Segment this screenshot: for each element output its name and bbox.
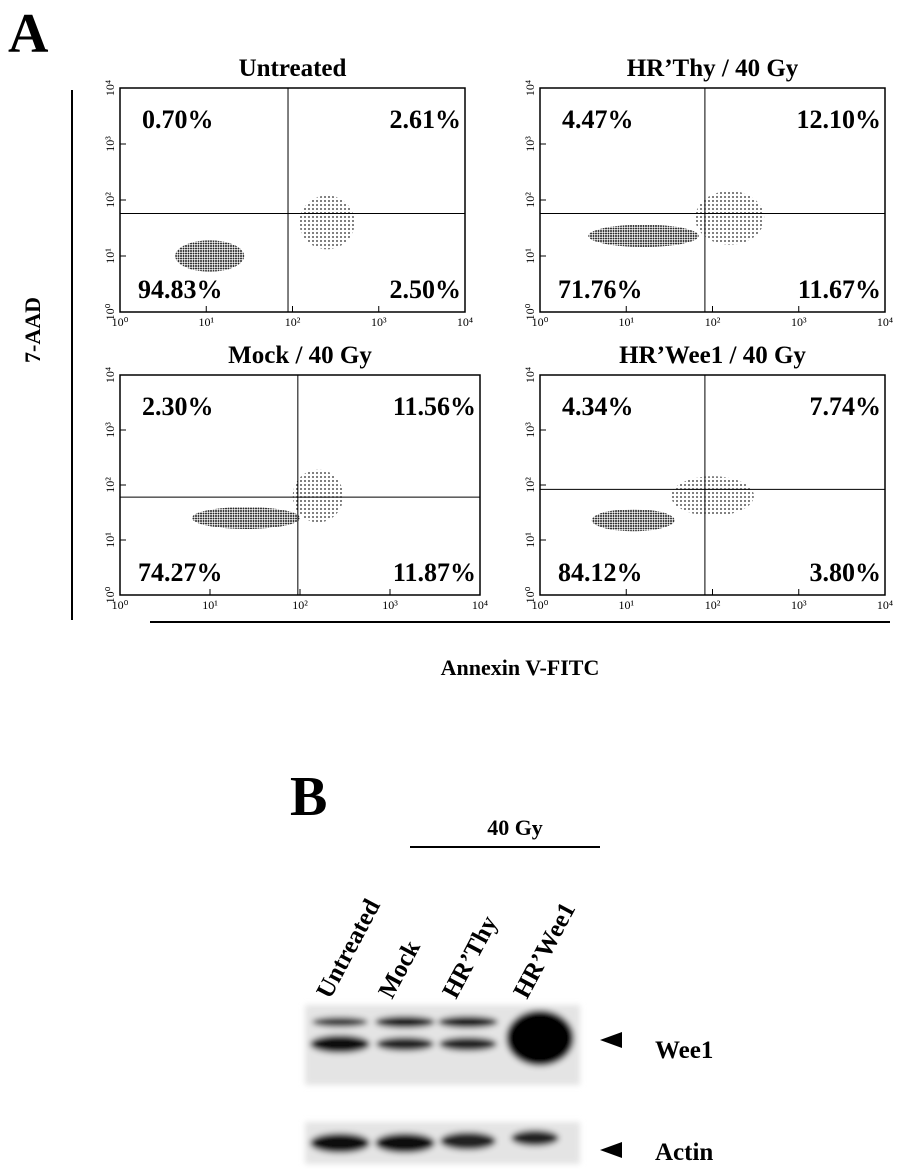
quadrant-percent: 2.50% (390, 275, 462, 304)
blot (305, 1005, 580, 1164)
y-tick-label: 10⁴ (103, 367, 117, 383)
dose-label: 40 Gy (487, 815, 543, 840)
y-tick-label: 10³ (103, 422, 117, 438)
quadrant-percent: 84.12% (558, 558, 643, 587)
y-tick-label: 10² (523, 477, 537, 493)
x-tick-label: 10¹ (202, 598, 218, 612)
lane-label: HR’Thy (437, 911, 503, 1003)
y-tick-label: 10³ (523, 136, 537, 152)
panel-label: B (290, 766, 327, 828)
panel-label: A (8, 3, 49, 65)
quadrant-percent: 12.10% (797, 105, 882, 134)
event-cloud (695, 191, 764, 245)
x-tick-label: 10³ (791, 598, 807, 612)
quadrant-percent: 7.74% (810, 392, 882, 421)
x-tick-label: 10² (705, 315, 721, 329)
quadrant-percent: 94.83% (138, 275, 223, 304)
y-tick-label: 10¹ (103, 248, 117, 264)
y-tick-label: 10² (103, 192, 117, 208)
y-tick-label: 10⁰ (103, 303, 117, 320)
x-tick-label: 10² (705, 598, 721, 612)
quadrant-percent: 2.30% (142, 392, 214, 421)
plot-title: HR’Thy / 40 Gy (627, 55, 799, 82)
event-cloud (175, 240, 244, 271)
y-tick-label: 10² (103, 477, 117, 493)
y-tick-label: 10⁰ (523, 303, 537, 320)
quadrant-percent: 11.56% (393, 392, 476, 421)
y-tick-label: 10⁰ (103, 586, 117, 603)
y-tick-label: 10¹ (523, 532, 537, 548)
arrow (600, 1142, 622, 1158)
x-tick-label: 10¹ (198, 315, 214, 329)
y-axis-label: 7-AAD (20, 297, 45, 363)
y-tick-label: 10¹ (103, 532, 117, 548)
event-cloud (592, 509, 675, 531)
x-tick-label: 10³ (371, 315, 387, 329)
plot-title: HR’Wee1 / 40 Gy (619, 342, 806, 369)
y-tick-label: 10⁰ (523, 586, 537, 603)
y-tick-label: 10³ (523, 422, 537, 438)
y-tick-label: 10⁴ (523, 80, 537, 96)
quadrant-percent: 11.87% (393, 558, 476, 587)
event-cloud (192, 507, 300, 529)
x-tick-label: 10¹ (618, 315, 634, 329)
band-label: Wee1 (655, 1037, 713, 1064)
y-tick-label: 10³ (103, 136, 117, 152)
y-tick-label: 10² (523, 192, 537, 208)
y-tick-label: 10⁴ (523, 367, 537, 383)
x-tick-label: 10³ (791, 315, 807, 329)
quadrant-percent: 11.67% (798, 275, 881, 304)
x-axis-label: Annexin V-FITC (441, 655, 600, 680)
event-cloud (671, 476, 754, 516)
x-tick-label: 10⁴ (472, 598, 488, 612)
arrow (600, 1032, 622, 1048)
x-tick-label: 10² (292, 598, 308, 612)
quadrant-percent: 0.70% (142, 105, 214, 134)
y-tick-label: 10⁴ (103, 80, 117, 96)
lane-label: HR’Wee1 (508, 898, 581, 1003)
quadrant-percent: 4.34% (562, 392, 634, 421)
quadrant-percent: 71.76% (558, 275, 643, 304)
figure: A 7-AAD Annexin V-FITC B 40 Gy Wee1 Acti… (0, 0, 897, 1169)
x-tick-label: 10¹ (618, 598, 634, 612)
x-tick-label: 10³ (382, 598, 398, 612)
plot-title: Mock / 40 Gy (228, 342, 372, 369)
event-cloud (293, 470, 343, 523)
quadrant-percent: 74.27% (138, 558, 223, 587)
event-cloud (299, 196, 354, 250)
lane-label: Mock (373, 936, 426, 1003)
event-cloud (588, 225, 698, 247)
x-tick-label: 10⁴ (877, 598, 893, 612)
x-tick-label: 10⁴ (457, 315, 473, 329)
band-label: Actin (655, 1139, 713, 1166)
quadrant-percent: 3.80% (810, 558, 882, 587)
y-tick-label: 10¹ (523, 248, 537, 264)
quadrant-percent: 4.47% (562, 105, 634, 134)
x-tick-label: 10² (285, 315, 301, 329)
x-tick-label: 10⁴ (877, 315, 893, 329)
plot-title: Untreated (239, 55, 347, 82)
quadrant-percent: 2.61% (390, 105, 462, 134)
